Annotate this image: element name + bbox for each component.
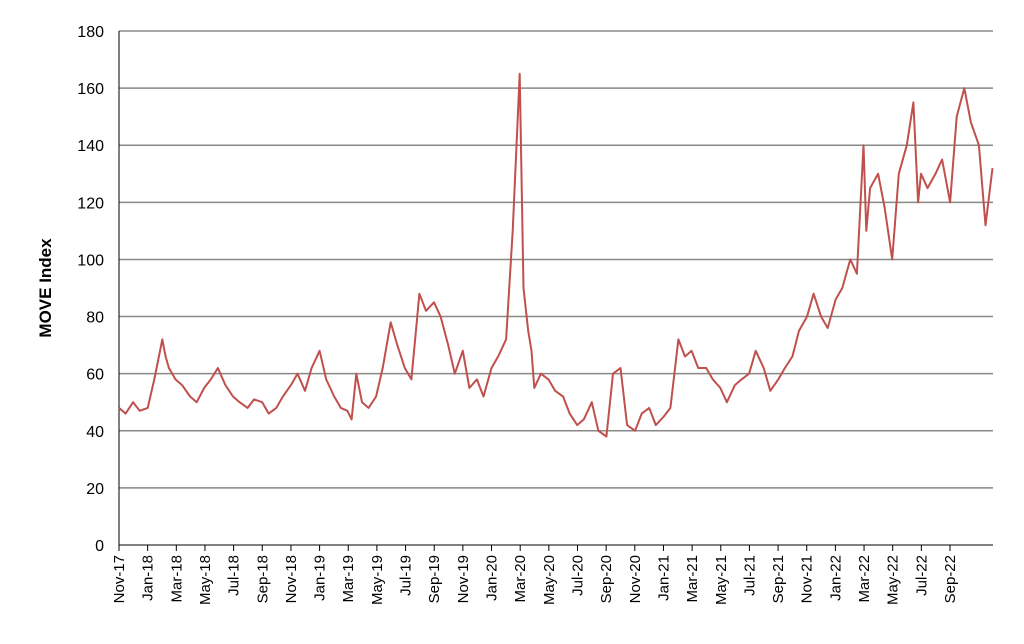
x-tick-label: May-19 <box>369 555 386 605</box>
y-tick-label: 140 <box>77 138 104 155</box>
x-tick-label: Jan-21 <box>655 555 672 601</box>
y-tick-label: 120 <box>77 195 104 212</box>
x-tick-label: May-20 <box>541 555 558 605</box>
x-tick-label: May-18 <box>197 555 214 605</box>
y-tick-labels: 0 20 40 60 80 100 120 140 160 180 <box>77 24 104 555</box>
x-tick-label: Jul-21 <box>741 555 758 596</box>
y-tick-label: 100 <box>77 252 104 269</box>
x-tick-label: Jan-19 <box>312 555 329 601</box>
x-tick-label: Jul-20 <box>569 555 586 596</box>
x-tick-label: Jan-20 <box>484 555 501 601</box>
x-tick-label: Nov-18 <box>283 555 300 603</box>
x-tick-label: Mar-21 <box>684 555 701 603</box>
axes <box>118 31 993 551</box>
x-tick-label: May-21 <box>713 555 730 605</box>
x-tick-label: Sep-18 <box>254 555 271 603</box>
series-line <box>118 72 994 438</box>
y-tick-label: 40 <box>86 424 104 441</box>
x-tick-label: Mar-19 <box>340 555 357 603</box>
x-tick-label: May-22 <box>885 555 902 605</box>
x-tick-label: Sep-21 <box>770 555 787 603</box>
x-tick-label: Jan-18 <box>140 555 157 601</box>
x-tick-label: Nov-20 <box>627 555 644 603</box>
series-layer <box>118 72 994 438</box>
x-tick-label: Mar-18 <box>168 555 185 603</box>
y-tick-label: 180 <box>77 24 104 41</box>
x-tick-label: Sep-22 <box>942 555 959 603</box>
x-tick-label: Nov-19 <box>455 555 472 603</box>
gridlines <box>119 30 993 489</box>
x-tick-label: Nov-21 <box>799 555 816 603</box>
x-tick-label: Jul-19 <box>398 555 415 596</box>
y-tick-label: 0 <box>95 538 104 555</box>
x-tick-label: Jan-22 <box>827 555 844 601</box>
y-tick-label: 20 <box>86 481 104 498</box>
x-tick-label: Jul-18 <box>226 555 243 596</box>
y-tick-label: 160 <box>77 81 104 98</box>
y-tick-label: 80 <box>86 310 104 327</box>
x-tick-label: Mar-22 <box>856 555 873 603</box>
x-tick-labels: Nov-17 Jan-18 Mar-18 May-18 Jul-18 Sep-18 Nov-… <box>111 555 959 605</box>
y-tick-label: 60 <box>86 367 104 384</box>
y-axis-label: MOVE Index <box>36 238 55 338</box>
x-tick-label: Sep-20 <box>598 555 615 603</box>
x-tick-label: Mar-20 <box>512 555 529 603</box>
x-tick-label: Jul-22 <box>913 555 930 596</box>
x-tick-label: Nov-17 <box>111 555 128 603</box>
x-tick-label: Sep-19 <box>426 555 443 603</box>
